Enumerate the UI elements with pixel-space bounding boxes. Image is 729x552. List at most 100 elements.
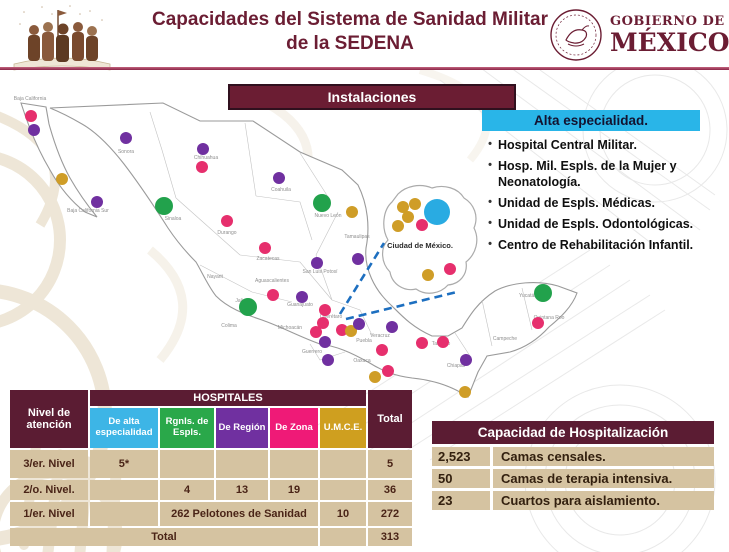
cell: 5* — [90, 450, 158, 478]
facility-dot-umce — [345, 325, 357, 337]
alta-especialidad-box: Alta especialidad. • Hospital Central Mil… — [482, 110, 729, 260]
facility-dot-espls — [534, 284, 552, 302]
state-label: Guerrero — [302, 349, 322, 355]
footer-label: Total — [10, 528, 318, 546]
state-label: Sinaloa — [165, 216, 182, 222]
facility-dot-zona — [444, 263, 456, 275]
table-row: 50 Camas de terapia intensiva. — [432, 469, 714, 488]
mexico-mainland-outline — [49, 102, 578, 398]
bullet-icon: • — [488, 195, 492, 208]
state-label: Baja California — [14, 96, 47, 102]
cell: 10 — [320, 502, 366, 526]
table-row: 2/o. Nivel. 4 13 19 36 — [10, 480, 412, 500]
facility-dot-umce — [422, 269, 434, 281]
facility-dot-region — [311, 257, 323, 269]
cell — [320, 480, 366, 500]
facility-dot-region — [28, 124, 40, 136]
facility-dot-zona — [196, 161, 208, 173]
row-level: 2/o. Nivel. — [10, 480, 88, 500]
list-item: • Hospital Central Militar. — [482, 138, 729, 153]
state-label: Veracruz — [370, 333, 390, 339]
column-header-rgnls: Rgnls. de Espls. — [160, 408, 214, 448]
state-label: Quintana Roo — [534, 315, 565, 321]
cell — [90, 502, 158, 526]
total-header: Total — [368, 390, 412, 448]
facility-dot-umce — [56, 173, 68, 185]
state-label: Sonora — [118, 149, 134, 155]
facility-dot-zona — [532, 317, 544, 329]
facility-dot-zona — [267, 289, 279, 301]
capacity-label: Camas censales. — [493, 447, 714, 466]
cell-total: 5 — [368, 450, 412, 478]
capacity-value: 50 — [432, 469, 490, 488]
capacity-table: Capacidad de Hospitalización 2,523 Camas… — [432, 421, 714, 513]
footer-total: 313 — [368, 528, 412, 546]
facility-dot-zona — [416, 219, 428, 231]
facility-dot-umce — [397, 201, 409, 213]
cell — [320, 528, 366, 546]
facility-dot-zona — [336, 324, 348, 336]
cell: 4 — [160, 480, 214, 500]
state-label: Chihuahua — [194, 155, 218, 161]
facility-dot-zona — [221, 215, 233, 227]
facility-dot-zona — [317, 317, 329, 329]
gobierno-line2: MÉXICO — [610, 28, 729, 57]
state-label: Tamaulipas — [344, 234, 370, 240]
instalaciones-banner: Instalaciones — [228, 84, 516, 110]
facility-dot-region — [460, 354, 472, 366]
column-header-alta: De alta especialidad — [90, 408, 158, 448]
state-label: Campeche — [493, 336, 517, 342]
row-level: 1/er. Nivel — [10, 502, 88, 526]
page-title: Capacidades del Sistema de Sanidad Milit… — [135, 8, 565, 56]
state-label: Coahuila — [271, 187, 291, 193]
list-item: • Hosp. Mil. Espls. de la Mujer y Neonato… — [482, 159, 729, 190]
capacity-value: 23 — [432, 491, 490, 510]
cell-merged: 262 Pelotones de Sanidad — [160, 502, 318, 526]
cell-total: 36 — [368, 480, 412, 500]
facility-dots — [25, 110, 552, 398]
state-label: Puebla — [356, 338, 372, 344]
bullet-icon: • — [488, 138, 492, 150]
facility-dot-region — [197, 143, 209, 155]
capacity-label: Cuartos para aislamiento. — [493, 491, 714, 510]
column-header-umce: U.M.C.E. — [320, 408, 366, 448]
facility-dot-zona — [319, 304, 331, 316]
bullet-icon: • — [488, 238, 492, 251]
cell — [270, 450, 318, 478]
header-divider — [0, 67, 729, 70]
facility-dot-zona — [25, 110, 37, 122]
state-label: Colima — [221, 323, 237, 329]
state-label: Michoacán — [278, 325, 302, 331]
header: Capacidades del Sistema de Sanidad Milit… — [0, 0, 729, 71]
cell — [160, 450, 214, 478]
cell: 13 — [216, 480, 268, 500]
facility-dot-umce — [409, 198, 421, 210]
gobierno-logo: GOBIERNO DE MÉXICO — [548, 6, 729, 64]
state-label: San Luis Potosí — [302, 269, 338, 275]
facility-dot-region — [319, 336, 331, 348]
facility-dot-zona — [376, 344, 388, 356]
inset-connector-lines — [338, 242, 458, 321]
bullet-icon: • — [488, 159, 492, 172]
table-row: 23 Cuartos para aislamiento. — [432, 491, 714, 510]
facility-dot-umce — [459, 386, 471, 398]
baja-california-outline — [20, 102, 98, 218]
list-item: • Unidad de Espls. Médicas. — [482, 196, 729, 211]
state-label: Baja California Sur — [67, 208, 109, 214]
facility-dot-zona — [259, 242, 271, 254]
facility-dot-zona — [382, 365, 394, 377]
state-label: Yucatán — [519, 293, 537, 299]
facility-dot-region — [91, 196, 103, 208]
state-label: Durango — [217, 230, 236, 236]
gobierno-line1: GOBIERNO DE — [610, 14, 725, 29]
facility-dot-region — [352, 253, 364, 265]
cell — [320, 450, 366, 478]
capacity-value: 2,523 — [432, 447, 490, 466]
facility-dot-umce — [392, 220, 404, 232]
facility-dot-espls — [239, 298, 257, 316]
state-label: Chiapas — [447, 363, 466, 369]
facility-dot-region — [386, 321, 398, 333]
gobierno-wordmark: GOBIERNO DE MÉXICO — [610, 15, 729, 55]
hospitals-table: Nivel de atención HOSPITALES Total De al… — [8, 388, 414, 548]
